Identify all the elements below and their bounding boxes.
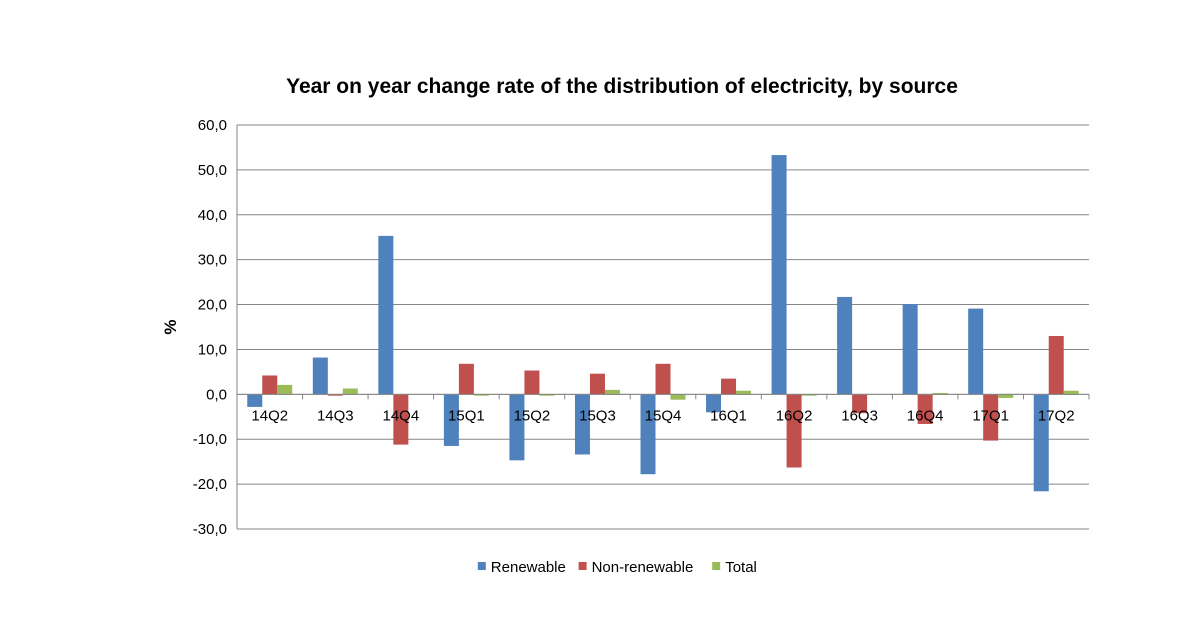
y-tick-label: -20,0: [193, 476, 227, 493]
bar-total-16q4: [932, 392, 948, 395]
gridlines: [236, 124, 1089, 530]
x-tick-label: 15Q4: [645, 407, 682, 424]
bar-total-14q2: [277, 384, 293, 395]
bar-total-16q2: [801, 394, 817, 396]
bar-renewable-16q3: [837, 296, 853, 395]
y-tick-label: 20,0: [198, 297, 227, 314]
bar-renewable-17q2: [1033, 394, 1049, 492]
y-tick-label: 10,0: [198, 341, 227, 358]
legend-swatch-renewable: [477, 562, 486, 570]
bar-renewable-14q3: [312, 357, 328, 395]
y-tick-label: 40,0: [198, 207, 227, 224]
bar-renewable-16q2: [771, 155, 787, 395]
bars: [247, 155, 1079, 492]
y-tick-label: 60,0: [198, 117, 227, 134]
bar-non-renewable-15q1: [458, 363, 474, 395]
x-tick-label: 14Q4: [382, 407, 419, 424]
bar-total-16q1: [736, 390, 752, 395]
bar-renewable-15q1: [443, 394, 459, 446]
x-tick-label: 16Q4: [907, 407, 944, 424]
bar-non-renewable-14q4: [393, 394, 409, 445]
y-axis-ticks: 60,0 50,0 40,0 30,0 20,0 10,0 0,0 -10,0 -20,0 -30…: [193, 117, 227, 538]
bar-renewable-17q1: [968, 308, 984, 395]
legend-label-total: Total: [725, 559, 757, 576]
y-tick-label: -30,0: [193, 521, 227, 538]
bar-renewable-15q4: [640, 394, 656, 475]
bar-non-renewable-17q1: [983, 394, 999, 441]
y-tick-label: 0,0: [206, 386, 227, 403]
y-axis-label: %: [161, 319, 180, 334]
bar-non-renewable-16q1: [721, 378, 737, 395]
x-tick-label: 16Q3: [841, 407, 878, 424]
bar-total-17q1: [998, 394, 1014, 398]
legend-swatch-non-renewable: [578, 562, 587, 570]
x-tick-label: 15Q3: [579, 407, 616, 424]
x-tick-label: 16Q1: [710, 407, 747, 424]
bar-non-renewable-15q4: [655, 363, 671, 395]
bar-non-renewable-16q4: [917, 394, 933, 424]
bar-renewable-16q1: [706, 394, 722, 413]
legend-swatch-total: [712, 562, 721, 570]
legend-label-renewable: Renewable: [491, 559, 566, 576]
y-tick-label: 50,0: [198, 162, 227, 179]
bar-renewable-15q2: [509, 394, 525, 461]
x-tick-label: 17Q1: [972, 407, 1009, 424]
y-tick-label: 30,0: [198, 252, 227, 269]
x-tick-label: 16Q2: [776, 407, 813, 424]
bar-non-renewable-16q3: [852, 394, 868, 414]
bar-total-15q2: [539, 394, 555, 396]
bar-total-15q1: [473, 394, 489, 396]
x-tick-label: 17Q2: [1038, 407, 1075, 424]
bar-non-renewable-17q2: [1048, 335, 1064, 395]
x-tick-label: 14Q3: [317, 407, 354, 424]
bar-non-renewable-15q2: [524, 370, 540, 395]
x-tick-label: 14Q2: [251, 407, 288, 424]
bar-non-renewable-14q2: [262, 375, 278, 395]
bar-total-17q2: [1063, 390, 1079, 395]
bar-renewable-14q4: [378, 235, 394, 395]
bar-renewable-14q2: [247, 394, 263, 407]
x-tick-label: 15Q2: [514, 407, 551, 424]
chart-title: Year on year change rate of the distribu…: [286, 75, 958, 98]
bar-total-15q3: [604, 389, 620, 395]
legend: Renewable Non-renewable Total: [477, 559, 757, 576]
legend-label-non-renewable: Non-renewable: [592, 559, 694, 576]
x-tick-label: 15Q1: [448, 407, 485, 424]
x-axis-ticks: 14Q2 14Q3 14Q4 15Q1 15Q2 15Q3 15Q4 16Q1 16Q2 16Q3…: [236, 394, 1090, 424]
bar-total-15q4: [670, 394, 686, 400]
bar-non-renewable-16q2: [786, 394, 802, 468]
y-tick-label: -10,0: [193, 431, 227, 448]
bar-non-renewable-14q3: [327, 394, 343, 396]
bar-non-renewable-15q3: [589, 373, 605, 395]
bar-total-14q3: [342, 388, 358, 395]
bar-renewable-16q4: [902, 304, 918, 395]
bar-renewable-15q3: [574, 394, 590, 455]
